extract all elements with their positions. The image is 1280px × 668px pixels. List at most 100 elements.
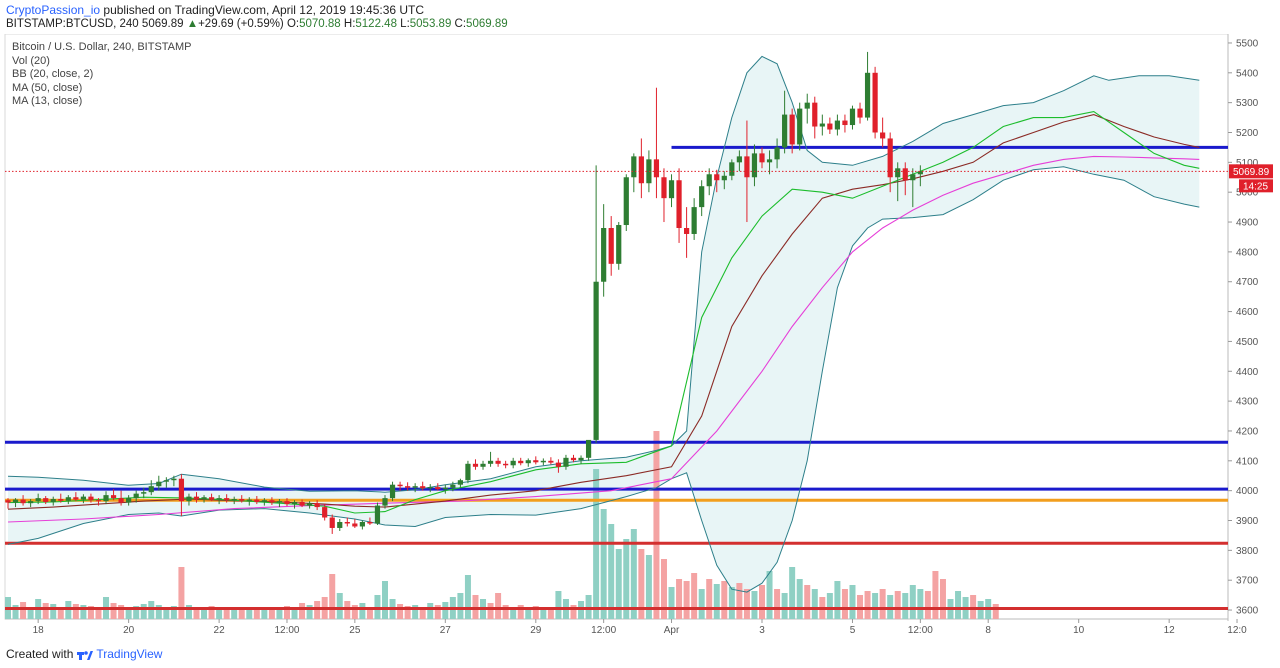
volume-bar <box>706 579 713 619</box>
volume-bar <box>894 591 901 619</box>
candle-body <box>819 123 825 127</box>
volume-bar <box>789 567 796 619</box>
candle-body <box>631 156 637 178</box>
publisher-link[interactable]: CryptoPassion_io <box>6 3 101 17</box>
candle-body <box>910 174 916 181</box>
volume-bar <box>359 603 366 619</box>
price-chart[interactable]: 3600 3700 3800 3900 4000 4100 4200 4300 4400 4500… <box>0 34 1280 644</box>
y-tick-label: 5200 <box>1236 128 1259 139</box>
close-value: 5069.89 <box>466 18 508 30</box>
candle-body <box>73 497 79 500</box>
low-label: L: <box>400 18 410 30</box>
volume-bar <box>95 607 102 619</box>
candle-body <box>902 168 908 181</box>
volume-bar <box>427 603 434 619</box>
candle-body <box>103 495 109 502</box>
y-tick-label: 3600 <box>1236 606 1259 617</box>
candle-body <box>201 497 207 500</box>
volume-bar <box>72 604 79 619</box>
candle-body <box>540 460 546 463</box>
candle-body <box>148 486 154 493</box>
candle-body <box>352 523 358 527</box>
candle-body <box>668 180 675 199</box>
volume-bar <box>841 589 848 619</box>
candle-body <box>487 460 494 464</box>
volume-bar <box>291 608 298 619</box>
volume-bar <box>630 529 637 619</box>
candle-body <box>337 521 343 528</box>
candle-body <box>382 498 388 506</box>
tradingview-link[interactable]: TradingView <box>77 647 162 661</box>
footer-brand: TradingView <box>96 647 163 661</box>
legend-ma13[interactable]: MA (13, close) <box>12 95 83 107</box>
volume-bar <box>457 593 464 619</box>
volume-bar <box>638 549 645 619</box>
candle-body <box>367 521 373 524</box>
candle-body <box>80 496 86 500</box>
legend-bb[interactable]: BB (20, close, 2) <box>12 68 94 80</box>
volume-bar <box>736 583 743 619</box>
volume-bar <box>238 607 245 619</box>
x-tick-label: 18 <box>33 625 45 636</box>
candle-body <box>480 463 486 467</box>
volume-bar <box>336 593 343 619</box>
candle-body <box>706 174 712 187</box>
volume-bar <box>487 603 494 619</box>
last-price: 5069.89 <box>141 18 184 30</box>
volume-bar <box>261 608 268 619</box>
x-tick-label: 22 <box>214 625 226 636</box>
volume-bar <box>185 605 192 619</box>
candle-body <box>269 500 275 503</box>
candle-body <box>744 156 750 178</box>
candle-body <box>533 460 539 463</box>
high-value: 5122.48 <box>355 18 397 30</box>
candle-body <box>555 462 562 467</box>
volume-bar <box>170 606 177 619</box>
volume-bar <box>660 559 667 619</box>
volume-bar <box>434 605 441 619</box>
candle-body <box>126 498 132 503</box>
candle-body <box>804 102 810 109</box>
candle-body <box>653 159 660 178</box>
volume-bar <box>902 593 909 619</box>
volume-bar <box>676 579 683 619</box>
x-tick-label: 29 <box>530 625 542 636</box>
candle-body <box>563 457 569 467</box>
volume-bar <box>178 567 185 619</box>
candle-body <box>593 281 599 440</box>
y-tick-label: 4700 <box>1236 277 1259 288</box>
volume-bar <box>721 581 728 619</box>
candle-body <box>661 177 667 199</box>
footer: Created with TradingView <box>6 647 162 661</box>
close-label: C: <box>454 18 467 30</box>
candle-body <box>465 463 471 481</box>
volume-bar <box>472 595 479 619</box>
candle-body <box>676 180 682 229</box>
change-arrow-icon: ▲ <box>186 18 199 30</box>
volume-bar <box>781 593 788 619</box>
low-value: 5053.89 <box>409 18 452 30</box>
candle-body <box>178 478 185 502</box>
candle-body <box>284 501 290 505</box>
candle-body <box>58 499 64 501</box>
volume-bar <box>382 581 388 619</box>
candle-body <box>110 495 117 499</box>
candle-body <box>849 108 856 126</box>
candle-body <box>812 102 818 127</box>
legend-ma50[interactable]: MA (50, close) <box>12 81 83 94</box>
volume-bar <box>442 602 449 619</box>
y-tick-label: 4800 <box>1236 247 1259 258</box>
symbol-label: BITSTAMP:BTCUSD, 240 <box>6 18 139 30</box>
candle-body <box>782 114 788 148</box>
legend-vol[interactable]: Vol (20) <box>12 54 50 67</box>
candle-body <box>88 496 94 501</box>
candle-body <box>872 72 878 133</box>
legend-title: Bitcoin / U.S. Dollar, 240, BITSTAMP <box>12 41 192 53</box>
y-tick-label: 4000 <box>1236 486 1259 497</box>
volume-bar <box>766 571 773 619</box>
volume-bar <box>600 509 607 619</box>
price-tag-text: 5069.89 <box>1233 167 1270 178</box>
volume-bar <box>713 584 720 619</box>
bb-fill <box>8 56 1200 593</box>
volume-bar <box>502 605 509 619</box>
